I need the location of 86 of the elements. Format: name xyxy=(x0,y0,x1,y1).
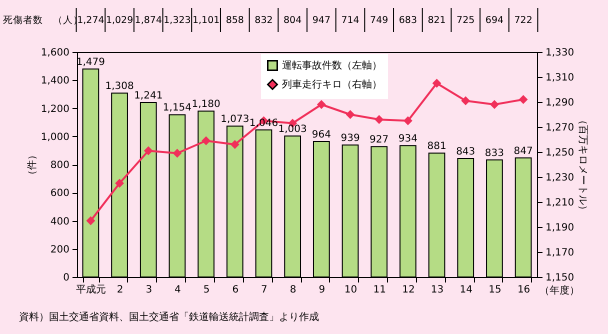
y-tick-label: 1,200 xyxy=(40,104,70,115)
text: 804 xyxy=(284,15,302,26)
x-tick-label: 11 xyxy=(373,284,386,296)
data-label: 1,479 xyxy=(76,57,106,68)
x-tick-label: 9 xyxy=(318,284,326,296)
data-label: 1,154 xyxy=(162,102,192,114)
legend-label: 運転事故件数（左軸） xyxy=(282,60,382,72)
x-tick-label: 13 xyxy=(430,284,444,296)
y2-tick-label: 1,290 xyxy=(546,98,574,108)
point xyxy=(403,116,412,126)
x-tick-label: 2 xyxy=(116,284,124,296)
text: 資料）国土交通省資料、国土交通省「鉄道輸送統計調査」より作成 xyxy=(19,311,319,323)
point xyxy=(144,146,153,156)
text: 749 xyxy=(370,15,388,26)
y-tick-label: 800 xyxy=(50,160,70,171)
y2-tick-label: 1,270 xyxy=(546,122,574,134)
y-tick-label: 0 xyxy=(63,272,70,284)
text: 1,101 xyxy=(192,15,220,26)
data-label: 843 xyxy=(456,146,476,158)
point xyxy=(86,216,96,226)
data-label: 939 xyxy=(340,132,360,144)
point xyxy=(115,178,124,188)
x-tick-label: 7 xyxy=(261,284,268,296)
data-label: 881 xyxy=(427,141,446,152)
y2-tick-label: 1,190 xyxy=(546,222,574,234)
point xyxy=(374,115,384,124)
y2-tick-label: 1,170 xyxy=(546,248,574,258)
data-label: 1,241 xyxy=(134,90,163,102)
data-label: 964 xyxy=(312,129,331,140)
text: 683 xyxy=(398,15,418,26)
point xyxy=(432,78,442,88)
y2-tick-label: 1,230 xyxy=(546,172,574,184)
y2-tick-label: 1,210 xyxy=(546,198,574,208)
y-tick-label: 1,000 xyxy=(40,132,70,143)
data-label: 847 xyxy=(514,146,533,157)
data-label: 927 xyxy=(370,134,389,146)
text: 821 xyxy=(428,15,446,26)
point xyxy=(346,110,355,119)
y-tick-label: 1,600 xyxy=(40,48,70,58)
x-tick-label: 10 xyxy=(344,284,358,296)
point xyxy=(202,136,211,146)
y-tick-label: 600 xyxy=(50,188,70,200)
point xyxy=(461,96,470,106)
text: 858 xyxy=(226,15,244,26)
x-tick-label: 8 xyxy=(290,284,296,296)
text: 1,323 xyxy=(164,15,191,26)
point xyxy=(230,140,240,149)
y2-axis-title: （百万キロメートル） xyxy=(577,115,588,215)
x-axis-title: （年度） xyxy=(540,284,580,296)
x-tick-label: 15 xyxy=(488,284,502,296)
x-tick-label: 平成元 xyxy=(76,284,106,296)
point xyxy=(490,100,499,109)
data-label: 1,180 xyxy=(192,99,220,110)
text: 832 xyxy=(254,15,273,26)
y2-tick-label: 1,330 xyxy=(546,48,574,58)
legend-label: 列車走行キロ（右軸） xyxy=(282,78,382,90)
y-tick-label: 200 xyxy=(50,244,70,256)
text: 1,874 xyxy=(134,15,162,26)
point xyxy=(518,95,528,104)
point xyxy=(172,148,182,158)
text: 722 xyxy=(514,15,532,26)
text: 694 xyxy=(485,15,504,26)
data-label: 1,003 xyxy=(278,124,307,135)
data-label: 1,073 xyxy=(220,114,250,126)
x-tick-label: 16 xyxy=(517,284,530,296)
y2-tick-label: 1,150 xyxy=(546,272,574,284)
x-tick-label: 5 xyxy=(203,284,210,296)
y2-tick-label: 1,250 xyxy=(546,148,574,158)
data-label: 934 xyxy=(398,134,418,145)
y-axis-title: （件） xyxy=(26,150,38,180)
x-tick-label: 4 xyxy=(174,284,181,296)
text: 1,029 xyxy=(106,15,134,26)
y2-tick-label: 1,310 xyxy=(546,72,574,84)
text: 714 xyxy=(341,15,360,26)
point xyxy=(316,100,326,109)
y-tick-label: 1,400 xyxy=(40,76,70,87)
y-tick-label: 400 xyxy=(50,216,70,228)
text: 1,274 xyxy=(77,15,104,26)
x-tick-label: 12 xyxy=(402,284,415,296)
data-label: 833 xyxy=(484,148,504,159)
text: 947 xyxy=(312,15,330,26)
x-tick-label: 14 xyxy=(460,284,472,296)
text: 725 xyxy=(456,15,475,26)
x-tick-label: 3 xyxy=(146,284,152,296)
x-tick-label: 6 xyxy=(232,284,239,296)
data-label: 1,308 xyxy=(105,81,134,92)
